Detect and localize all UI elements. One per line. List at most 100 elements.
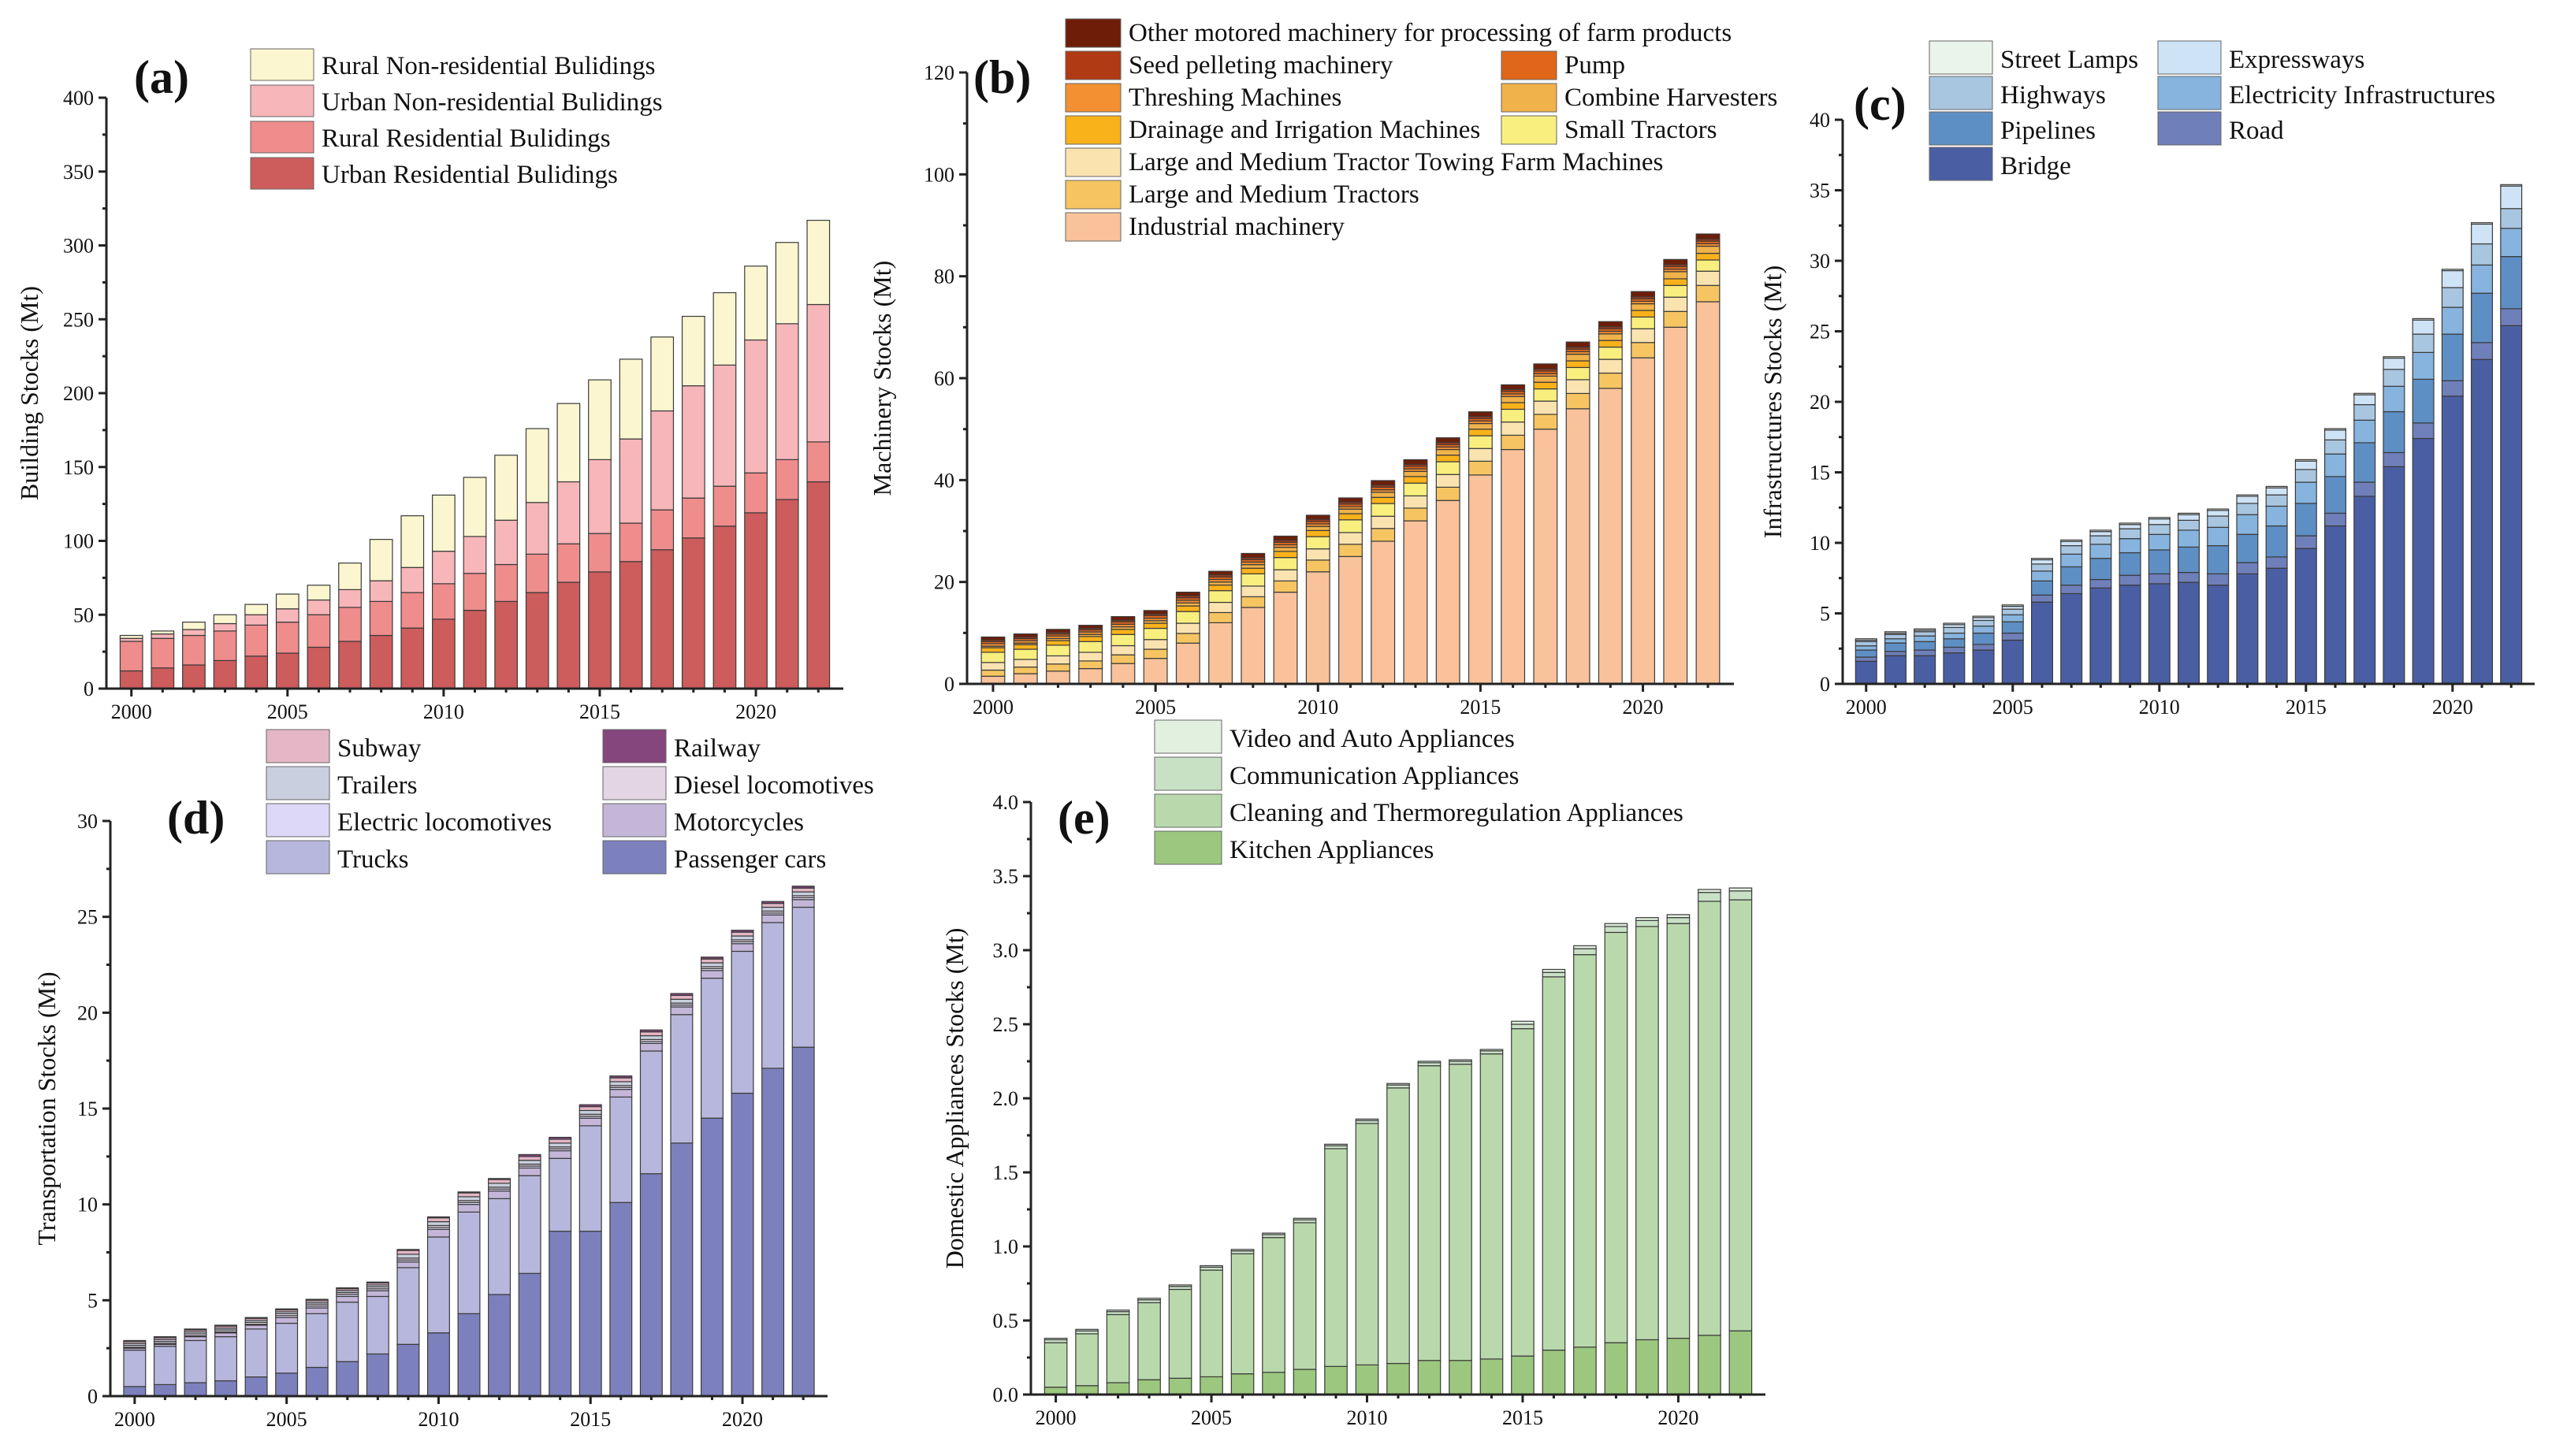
bar-a-2004-rural-residential-bulidings: [244, 624, 269, 657]
bar-d-2011-motorcycles: [457, 1204, 481, 1213]
bar-a-2010-urban-residential-bulidings: [432, 618, 456, 689]
y-tick-label-e: 1.0: [993, 1235, 1019, 1258]
bar-a-2014-rural-non-residential-bulidings: [556, 403, 581, 483]
bar-c-2019-electricity-infrastructures: [2412, 351, 2435, 380]
bar-d-2004-railway: [244, 1317, 268, 1320]
bar-c-2000-street-lamps: [1854, 638, 1877, 641]
bar-b-2008-combine-harvesters: [1241, 564, 1266, 569]
y-tick-label-c: 30: [1810, 250, 1830, 273]
bar-b-2002-large-and-medium-tractor-towing-farm-machines: [1045, 655, 1070, 665]
legend-swatch-e-0: [1154, 719, 1222, 754]
bar-c-2002-highways: [1914, 631, 1936, 637]
bar-d-2011-railway: [457, 1191, 481, 1194]
bar-b-2018-large-and-medium-tractor-towing-farm-machines: [1565, 379, 1590, 395]
bar-c-2020-highways: [2441, 287, 2464, 308]
bar-e-2022-cleaning-and-thermoregulation-appliances: [1728, 899, 1753, 1332]
bar-d-2015-trailers: [578, 1109, 602, 1115]
bar-b-2004-drainage-and-irrigation-machines: [1110, 629, 1136, 635]
bar-c-2011-highways: [2178, 519, 2200, 531]
bar-b-2010-combine-harvesters: [1305, 526, 1330, 531]
y-tick-label-b: 100: [924, 163, 954, 186]
legend-swatch-c2-2: [2157, 111, 2222, 146]
bar-a-2007-rural-non-residential-bulidings: [338, 563, 362, 590]
bar-c-2002-road: [1914, 649, 1936, 656]
bar-e-2015-kitchen-appliances: [1511, 1355, 1535, 1395]
bar-d-2010-passenger-cars: [426, 1332, 450, 1397]
bar-d-2008-trucks: [366, 1295, 389, 1355]
bar-c-2014-bridge: [2265, 567, 2288, 685]
y-tick-label-a: 200: [63, 382, 94, 405]
bar-c-2009-electricity-infrastructures: [2119, 538, 2141, 554]
bar-e-2007-cleaning-and-thermoregulation-appliances: [1262, 1237, 1285, 1373]
legend-swatch-b1-5: [1065, 180, 1122, 210]
bar-b-2015-large-and-medium-tractor-towing-farm-machines: [1468, 448, 1493, 462]
legend-a: Rural Non-residential Bulidings Urban Non…: [250, 48, 663, 190]
bar-d-2010-railway: [426, 1216, 450, 1219]
bar-c-2009-highways: [2119, 528, 2141, 540]
bar-d-2014-railway: [549, 1136, 572, 1140]
bar-d-2008-passenger-cars: [366, 1353, 389, 1397]
legend-label-c2-0: Expressways: [2229, 46, 2364, 74]
bar-d-2009-trailers: [396, 1254, 420, 1259]
legend-swatch-d2-0: [602, 729, 667, 763]
bar-a-2017-rural-non-residential-bulidings: [650, 336, 675, 412]
legend-swatch-a-3: [250, 157, 314, 190]
bar-e-2010-cleaning-and-thermoregulation-appliances: [1355, 1123, 1379, 1365]
legend-label-d2-1: Diesel locomotives: [674, 771, 874, 800]
bar-e-2006-kitchen-appliances: [1230, 1373, 1255, 1395]
bar-a-2019-urban-non-residential-bulidings: [712, 364, 737, 487]
bar-c-2016-street-lamps: [2324, 428, 2347, 431]
bar-a-2004-urban-residential-bulidings: [244, 656, 269, 689]
bar-b-2017-other-motored-machinery-for-processing-of-farm-products: [1533, 363, 1558, 370]
bar-e-2012-video-and-auto-appliances: [1417, 1060, 1442, 1064]
bar-c-2010-electricity-infrastructures: [2148, 533, 2171, 551]
bar-b-2012-small-tractors: [1371, 503, 1396, 517]
legend-swatch-c2-0: [2157, 40, 2222, 75]
bar-d-2009-subway: [396, 1250, 420, 1255]
bar-a-2017-urban-residential-bulidings: [650, 549, 675, 689]
legend-swatch-d1-1: [266, 766, 330, 800]
bar-d-2017-railway: [639, 1029, 663, 1033]
bar-c-2012-expressways: [2207, 510, 2230, 517]
bar-a-2001-rural-residential-bulidings: [151, 637, 175, 669]
bar-b-2012-large-and-medium-tractors: [1371, 528, 1396, 542]
bar-c-2005-bridge: [2001, 639, 2024, 685]
bar-d-2006-passenger-cars: [305, 1366, 329, 1397]
bar-b-2013-large-and-medium-tractors: [1403, 507, 1428, 522]
bar-a-2018-urban-non-residential-bulidings: [681, 385, 705, 499]
legend-label-a-3: Urban Residential Bulidings: [322, 161, 618, 189]
bar-c-2019-expressways: [2412, 319, 2435, 335]
bar-e-2014-cleaning-and-thermoregulation-appliances: [1479, 1053, 1504, 1360]
bar-a-2022-urban-non-residential-bulidings: [806, 303, 831, 443]
bar-d-2022-passenger-cars: [791, 1046, 815, 1397]
bar-d-2006-motorcycles: [305, 1307, 329, 1314]
bar-b-2014-large-and-medium-tractors: [1435, 486, 1460, 501]
bar-a-2016-rural-non-residential-bulidings: [619, 358, 643, 440]
bar-b-2010-large-and-medium-tractors: [1305, 559, 1330, 573]
panel-label-c: (c): [1854, 78, 1907, 130]
bar-b-2020-small-tractors: [1631, 316, 1655, 329]
bar-b-2020-drainage-and-irrigation-machines: [1631, 310, 1655, 318]
bar-a-2010-rural-residential-bulidings: [432, 583, 456, 620]
bar-d-2018-subway: [670, 994, 694, 1000]
bar-b-2018-other-motored-machinery-for-processing-of-farm-products: [1565, 341, 1590, 348]
bar-d-2017-trailers: [639, 1034, 663, 1041]
bar-b-2007-large-and-medium-tractor-towing-farm-machines: [1208, 601, 1233, 614]
bar-b-2006-large-and-medium-tractor-towing-farm-machines: [1175, 622, 1200, 634]
bar-c-2002-street-lamps: [1914, 628, 1936, 631]
bar-b-2002-drainage-and-irrigation-machines: [1045, 640, 1070, 646]
x-tick-label-a: 2015: [579, 700, 620, 723]
bar-e-2019-communication-appliances: [1635, 919, 1659, 927]
bar-c-2013-expressways: [2236, 496, 2259, 504]
bar-e-2014-kitchen-appliances: [1479, 1358, 1504, 1395]
bar-b-2009-large-and-medium-tractor-towing-farm-machines: [1273, 569, 1298, 581]
bar-d-2020-subway: [731, 931, 754, 937]
bar-c-2001-road: [1884, 651, 1907, 656]
bar-b-2010-other-motored-machinery-for-processing-of-farm-products: [1305, 514, 1330, 520]
x-tick-label-b: 2010: [1297, 696, 1338, 719]
bar-a-2003-rural-residential-bulidings: [213, 630, 237, 661]
bar-a-2021-rural-residential-bulidings: [775, 459, 799, 500]
legend-swatch-b2-0: [1501, 50, 1557, 80]
bar-d-2015-motorcycles: [578, 1117, 602, 1127]
bar-d-2001-passenger-cars: [153, 1384, 177, 1397]
